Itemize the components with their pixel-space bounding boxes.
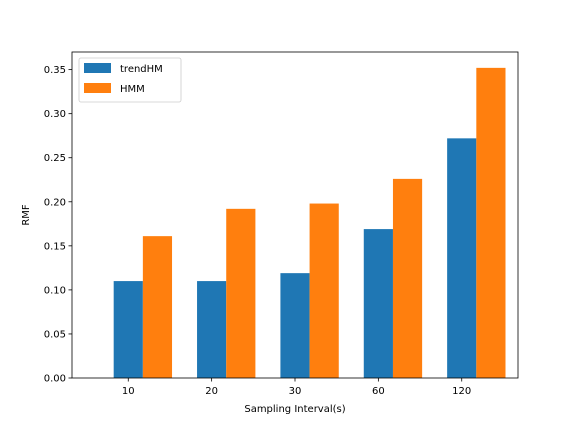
- y-tick-label: 0.20: [44, 197, 66, 208]
- plot-area-frame: [71, 51, 519, 379]
- x-tick-label: 30: [289, 386, 302, 397]
- bar-hmm-60: [392, 178, 423, 378]
- bars-group: [113, 67, 506, 378]
- y-tick-label: 0.30: [44, 109, 66, 120]
- x-tick-label: 60: [372, 386, 385, 397]
- y-tick-label: 0.10: [44, 285, 66, 296]
- x-axis-ticks: 10 20 30 60 120: [122, 378, 471, 397]
- legend-swatch-trendhm: [84, 63, 111, 73]
- y-tick-label: 0.05: [44, 329, 66, 340]
- legend-swatch-hmm: [84, 83, 111, 93]
- x-tick-label: 10: [122, 386, 135, 397]
- y-tick-label: 0.25: [44, 153, 66, 164]
- bar-trendhm-10: [113, 281, 143, 378]
- x-axis-label: Sampling Interval(s): [244, 404, 345, 415]
- x-tick-label: 120: [452, 386, 471, 397]
- x-tick-label: 20: [205, 386, 218, 397]
- bar-trendhm-30: [280, 273, 310, 378]
- y-tick-label: 0.00: [44, 374, 66, 385]
- legend: trendHM HMM: [78, 57, 182, 103]
- bar-trendhm-20: [197, 281, 227, 378]
- y-tick-label: 0.35: [44, 65, 66, 76]
- bar-trendhm-120: [447, 138, 477, 378]
- y-axis-ticks: 0.00 0.05 0.10 0.15 0.20 0.25 0.30 0.35: [44, 65, 72, 385]
- bar-hmm-120: [476, 67, 506, 378]
- legend-label-trendhm: trendHM: [120, 64, 163, 75]
- bar-trendhm-60: [363, 229, 393, 378]
- bar-hmm-20: [226, 208, 256, 378]
- y-tick-label: 0.15: [44, 241, 66, 252]
- y-axis-label: RMF: [21, 204, 32, 226]
- bar-hmm-10: [142, 236, 173, 378]
- legend-label-hmm: HMM: [120, 84, 145, 95]
- bar-hmm-30: [309, 203, 339, 378]
